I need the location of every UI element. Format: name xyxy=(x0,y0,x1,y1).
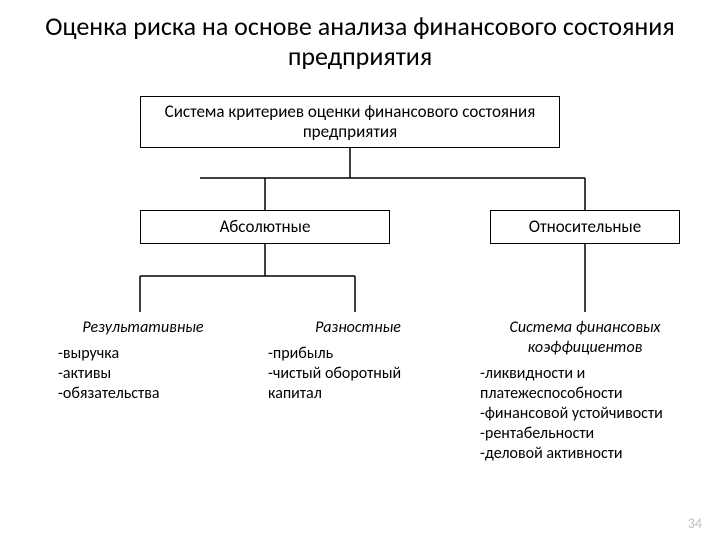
column-heading: Результативные xyxy=(58,318,228,338)
column-list: выручка активы обязательства xyxy=(58,344,228,404)
page-number: 34 xyxy=(688,515,702,532)
column-heading: Разностные xyxy=(268,318,448,338)
root-box: Система критериев оценки финансового сос… xyxy=(140,96,560,148)
list-item: рентабельности xyxy=(480,424,690,444)
list-item: выручка xyxy=(58,344,228,364)
column-coefficients: Система финансовых коэффициентов ликвидн… xyxy=(480,318,690,464)
mid-box-relative: Относительные xyxy=(490,210,680,244)
list-item: деловой активности xyxy=(480,444,690,464)
list-item: прибыль xyxy=(268,344,448,364)
mid-box-relative-label: Относительные xyxy=(529,217,641,237)
column-heading: Система финансовых коэффициентов xyxy=(480,318,690,358)
column-resultative: Результативные выручка активы обязательс… xyxy=(58,318,228,404)
mid-box-absolute-label: Абсолютные xyxy=(220,217,311,237)
list-item: ликвидности и платежеспособности xyxy=(480,364,690,404)
column-list: ликвидности и платежеспособности финансо… xyxy=(480,364,690,464)
mid-box-absolute: Абсолютные xyxy=(140,210,390,244)
list-item: финансовой устойчивости xyxy=(480,404,690,424)
list-item: обязательства xyxy=(58,384,228,404)
page-title: Оценка риска на основе анализа финансово… xyxy=(0,0,720,80)
list-item: чистый оборотный капитал xyxy=(268,364,448,404)
column-list: прибыль чистый оборотный капитал xyxy=(268,344,448,404)
root-box-label: Система критериев оценки финансового сос… xyxy=(149,102,551,143)
column-difference: Разностные прибыль чистый оборотный капи… xyxy=(268,318,448,404)
list-item: активы xyxy=(58,364,228,384)
